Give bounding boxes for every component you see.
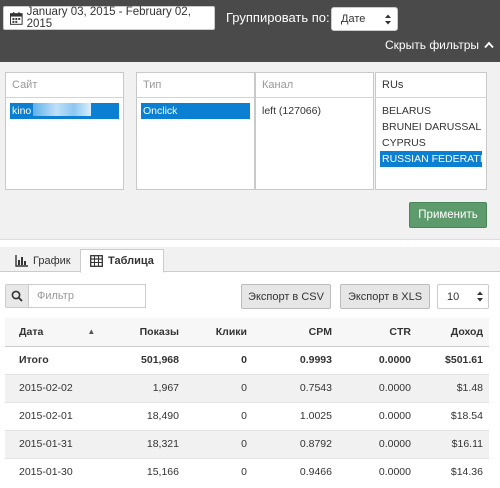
apply-button[interactable]: Применить: [409, 202, 487, 228]
cell-date: 2015-01-30: [5, 457, 109, 486]
cell-income: $16.11: [417, 429, 489, 458]
export-csv-button[interactable]: Экспорт в CSV: [241, 284, 331, 309]
calendar-icon: [10, 11, 23, 25]
cell-clicks: 0: [185, 429, 253, 458]
cell-ctr: 0.0000: [338, 373, 417, 402]
tab-chart-label: График: [33, 255, 71, 267]
country-filter-header[interactable]: RUs: [376, 73, 486, 98]
hide-filters-label: Скрыть фильтры: [385, 38, 479, 52]
channel-filter[interactable]: Канал left (127066): [255, 72, 374, 190]
table-row: 2015-01-31 18,321 0 0.8792 0.0000 $16.11: [5, 429, 489, 458]
country-option-brunei[interactable]: BRUNEI DARUSSAL...: [382, 121, 482, 133]
cell-shows: 15,166: [109, 457, 185, 486]
cell-income: $18.54: [417, 401, 489, 430]
cell-date: 2015-01-31: [5, 429, 109, 458]
type-filter-header[interactable]: Тип: [137, 73, 254, 98]
table-total-row: Итого 501,968 0 0.9993 0.0000 $501.61: [5, 345, 489, 374]
chevron-up-icon: [484, 41, 494, 49]
cell-ctr: 0.0000: [338, 429, 417, 458]
date-range-text: January 03, 2015 - February 02, 2015: [26, 6, 191, 30]
tab-table[interactable]: Таблица: [80, 249, 164, 273]
total-shows: 501,968: [109, 345, 185, 374]
cell-clicks: 0: [185, 401, 253, 430]
redacted-mark: [33, 103, 92, 116]
hide-filters-link[interactable]: Скрыть фильтры: [385, 38, 494, 52]
cell-cpm: 1.0025: [253, 401, 338, 430]
view-tabs: График Таблица: [0, 247, 500, 273]
sort-ascending-icon: ▲: [87, 326, 96, 336]
cell-ctr: 0.0000: [338, 457, 417, 486]
tab-chart[interactable]: График: [6, 249, 80, 273]
search-button[interactable]: [5, 284, 29, 308]
total-income: $501.61: [417, 345, 489, 374]
cell-cpm: 0.8792: [253, 429, 338, 458]
cell-ctr: 0.0000: [338, 401, 417, 430]
column-header-shows[interactable]: Показы: [109, 318, 185, 347]
cell-income: $1.48: [417, 373, 489, 402]
date-range-picker[interactable]: January 03, 2015 - February 02, 2015: [3, 6, 215, 30]
country-option-cyprus[interactable]: CYPRUS: [382, 137, 426, 149]
top-bar: January 03, 2015 - February 02, 2015 Гру…: [0, 0, 500, 62]
table-icon: [90, 255, 103, 267]
filter-panel: Сайт kino Тип Onclick Канал left (127066…: [0, 62, 500, 240]
site-filter-header[interactable]: Сайт: [6, 73, 123, 98]
cell-cpm: 0.7543: [253, 373, 338, 402]
cell-clicks: 0: [185, 373, 253, 402]
table-row: 2015-02-01 18,490 0 1.0025 0.0000 $18.54: [5, 401, 489, 430]
total-cpm: 0.9993: [253, 345, 338, 374]
page-size-value: 10: [447, 290, 460, 303]
channel-filter-header[interactable]: Канал: [256, 73, 373, 98]
cell-cpm: 0.9466: [253, 457, 338, 486]
type-option-onclick[interactable]: Onclick: [141, 103, 250, 119]
table-header-row: Дата ▲ Показы Клики CPM CTR Доход: [5, 318, 489, 347]
country-filter[interactable]: RUs BELARUS BRUNEI DARUSSAL... CYPRUS RU…: [375, 72, 487, 190]
total-ctr: 0.0000: [338, 345, 417, 374]
search-icon: [11, 290, 23, 302]
column-header-cpm[interactable]: CPM: [253, 318, 338, 347]
site-option-kino[interactable]: kino: [10, 103, 119, 119]
tab-table-label: Таблица: [108, 255, 154, 267]
page-size-select[interactable]: 10: [437, 284, 489, 309]
cell-income: $14.36: [417, 457, 489, 486]
column-header-income[interactable]: Доход: [417, 318, 489, 347]
filter-input[interactable]: [29, 284, 146, 308]
cell-date: 2015-02-01: [5, 401, 109, 430]
group-by-value: Дате: [341, 13, 366, 25]
export-xls-button[interactable]: Экспорт в XLS: [340, 284, 430, 309]
cell-shows: 1,967: [109, 373, 185, 402]
cell-date: 2015-02-02: [5, 373, 109, 402]
stats-table: Дата ▲ Показы Клики CPM CTR Доход Итого 5…: [5, 318, 489, 486]
group-by-select[interactable]: Дате: [331, 7, 398, 31]
type-filter[interactable]: Тип Onclick: [136, 72, 255, 190]
country-option-russia[interactable]: RUSSIAN FEDERATI...: [380, 151, 482, 167]
table-row: 2015-01-30 15,166 0 0.9466 0.0000 $14.36: [5, 457, 489, 486]
select-caret-icon: [477, 291, 483, 302]
country-option-belarus[interactable]: BELARUS: [382, 105, 432, 117]
channel-option-left[interactable]: left (127066): [262, 105, 321, 117]
cell-clicks: 0: [185, 457, 253, 486]
total-clicks: 0: [185, 345, 253, 374]
cell-shows: 18,321: [109, 429, 185, 458]
total-label: Итого: [5, 345, 109, 374]
table-row: 2015-02-02 1,967 0 0.7543 0.0000 $1.48: [5, 373, 489, 402]
select-caret-icon: [385, 14, 391, 25]
bar-chart-icon: [15, 255, 28, 267]
site-filter[interactable]: Сайт kino: [5, 72, 124, 190]
group-by-label: Группировать по:: [226, 10, 330, 25]
cell-shows: 18,490: [109, 401, 185, 430]
column-header-clicks[interactable]: Клики: [185, 318, 253, 347]
column-header-date[interactable]: Дата ▲: [5, 318, 109, 347]
column-header-ctr[interactable]: CTR: [338, 318, 417, 347]
